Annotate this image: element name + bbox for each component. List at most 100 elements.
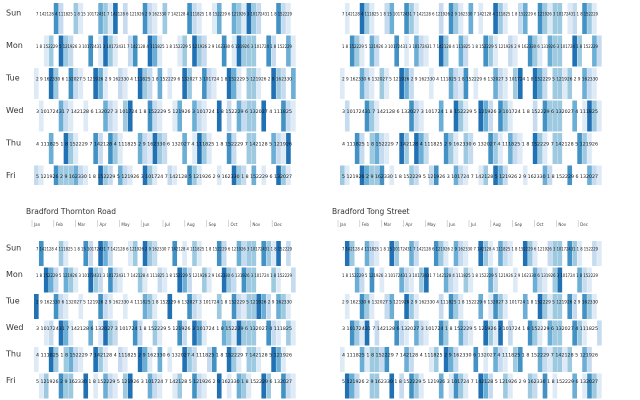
heatmap-cell [207,68,212,99]
heatmap-cell [547,35,553,67]
heatmap-cell [384,68,390,99]
heatmap-cell [532,373,538,399]
month-label: May [427,222,436,227]
heatmap-cell [513,68,518,99]
heatmap-cell [438,241,444,266]
heatmap-cell [261,241,267,266]
heatmap-cell [58,100,64,132]
heatmap-cell [542,294,548,319]
cell-labels-row: 7 142128 4 111825 1 8 15 10172431 7 1421… [342,11,598,17]
heatmap-cell [48,133,54,164]
heatmap-cell [517,133,523,164]
heatmap-cell [63,347,69,372]
heatmap-cell [503,294,508,319]
heatmap-cell [177,267,182,293]
heatmap-cell [266,373,271,399]
heatmap-cell [63,320,69,346]
heatmap-cell [478,165,484,185]
heatmap-cell [547,320,553,346]
heatmap-cell [552,35,558,67]
heatmap-cell [438,100,444,132]
heatmap-cell [448,373,454,399]
heatmap-cell [113,3,118,34]
heatmap-cell [226,320,232,346]
heatmap-cell [271,267,276,293]
heatmap-cell [221,267,227,293]
month-label: Nov [558,222,566,227]
heatmap-cell [572,320,577,346]
heatmap-cell [192,3,197,34]
heatmap-cell [379,165,385,185]
heatmap-cell [453,347,459,372]
heatmap-cell [389,294,395,319]
heatmap-cell [404,68,409,99]
heatmap-cell [438,3,444,34]
heatmap-cell [597,373,602,399]
heatmap-cell [202,100,207,132]
heatmap-cell [108,373,113,399]
heatmap-cell [34,294,39,319]
month-label: Sep [209,222,217,227]
month-label: Aug [187,222,195,227]
heatmap-cell [127,35,133,67]
heatmap-cell [592,241,597,266]
heatmap-cell [567,294,573,319]
heatmap-cell [542,3,548,34]
heatmap-cell [547,165,553,185]
heatmap-cell [88,320,94,346]
heatmap-cell [394,35,400,67]
heatmap-cell [374,133,380,164]
heatmap-cell [187,267,192,293]
heatmap-cell [503,100,508,132]
heatmap-cell [157,100,163,132]
heatmap-cell [592,100,597,132]
heatmap-panel-3: Bradford Thornton Road Jan Feb Mar Apr May Jun… [5,207,296,399]
heatmap-cell [409,373,414,399]
heatmap-cell [266,294,271,319]
heatmap-cell [192,35,197,67]
cell-labels-row: 4 111825 1 8 152229 7 142128 4 111825 2 … [342,352,598,358]
heatmap-cell [78,347,84,372]
heatmap-cell [438,35,444,67]
heatmap-cell [43,267,49,293]
heatmap-cell [473,68,479,99]
heatmap-cell [281,165,286,185]
heatmap-cell [246,320,252,346]
heatmap-cell [513,35,518,67]
heatmap-cell [557,267,563,293]
heatmap-cell [389,241,395,266]
heatmap-cell [113,320,118,346]
heatmap-cell [127,165,133,185]
heatmap-cell [187,3,192,34]
heatmap-cell [399,267,404,293]
heatmap-cell [498,347,503,372]
heatmap-cell [251,133,257,164]
heatmap-cell [557,35,563,67]
heatmap-cell [241,267,247,293]
heatmap-cell [488,373,493,399]
heatmap-cell [108,35,113,67]
day-label: Mon [6,41,23,50]
month-label: Mar [384,222,392,227]
heatmap-cell [369,347,375,372]
heatmap-cell [552,100,558,132]
heatmap-cell [103,347,108,372]
heatmap-cell [93,267,98,293]
heatmap-cell [197,294,202,319]
day-label: Fri [6,171,16,180]
heatmap-cell [344,100,350,132]
heatmap-cell [542,100,548,132]
heatmap-cell [147,373,153,399]
cell-labels-row: 1 8 152229 5 121926 3 10172431 3 1017243… [342,273,598,279]
heatmap-cell [458,294,464,319]
heatmap-cell [68,320,74,346]
heatmap-cell [557,347,563,372]
heatmap-cell [211,68,217,99]
heatmap-cell [374,165,380,185]
heatmap-cell [463,373,469,399]
heatmap-cell [374,373,380,399]
heatmap-cell [48,267,54,293]
heatmap-cell [231,165,237,185]
heatmap-cell [271,133,276,164]
heatmap-cell [547,294,553,319]
